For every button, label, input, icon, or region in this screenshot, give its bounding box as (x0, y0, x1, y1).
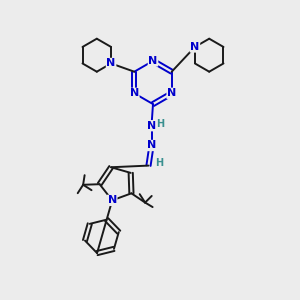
Text: N: N (190, 42, 200, 52)
Text: N: N (130, 88, 139, 98)
Text: N: N (108, 195, 117, 205)
Text: N: N (147, 140, 156, 151)
Text: N: N (148, 56, 158, 66)
Text: N: N (147, 121, 156, 131)
Text: H: H (155, 158, 163, 168)
Text: H: H (156, 119, 164, 129)
Text: N: N (106, 58, 116, 68)
Text: N: N (167, 88, 176, 98)
